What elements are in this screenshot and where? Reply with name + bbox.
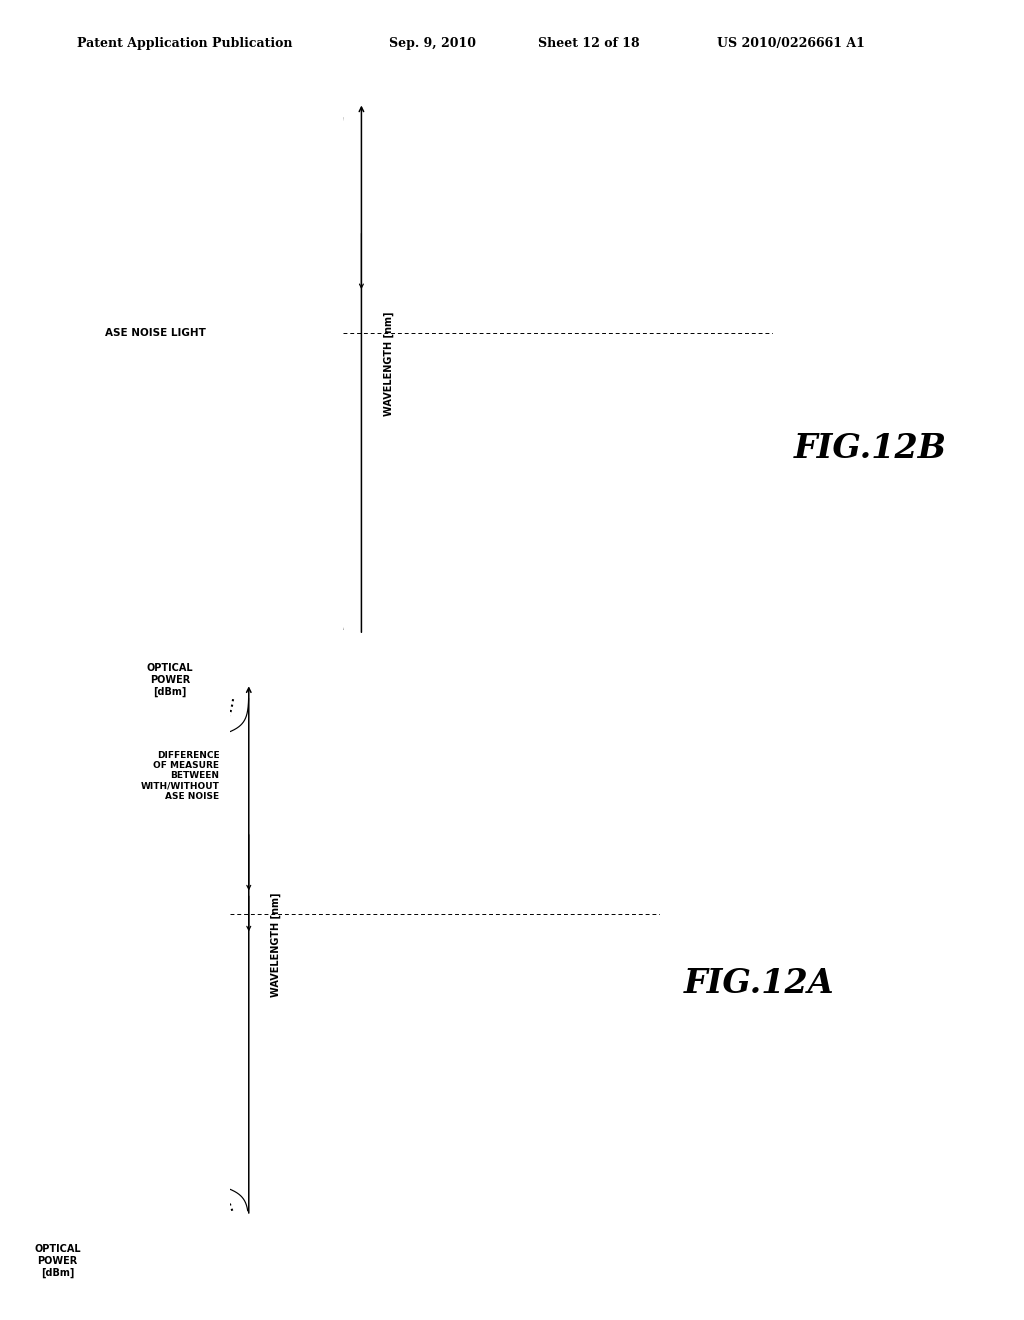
Text: OPTICAL
POWER
[dBm]: OPTICAL POWER [dBm] [147, 663, 194, 697]
Text: WAVELENGTH [nm]: WAVELENGTH [nm] [383, 312, 394, 416]
Text: US 2010/0226661 A1: US 2010/0226661 A1 [717, 37, 864, 50]
Text: FIG.12A: FIG.12A [684, 966, 835, 1001]
Text: DIFFERENCE
OF MEASURE
BETWEEN
WITH/WITHOUT
ASE NOISE: DIFFERENCE OF MEASURE BETWEEN WITH/WITHO… [140, 751, 219, 801]
Text: Patent Application Publication: Patent Application Publication [77, 37, 292, 50]
Text: Sep. 9, 2010: Sep. 9, 2010 [389, 37, 476, 50]
Text: WAVELENGTH [nm]: WAVELENGTH [nm] [270, 892, 282, 997]
FancyBboxPatch shape [10, 306, 301, 359]
Text: OPTICAL
POWER
[dBm]: OPTICAL POWER [dBm] [35, 1243, 81, 1278]
Text: FIG.12B: FIG.12B [794, 433, 946, 465]
Text: Sheet 12 of 18: Sheet 12 of 18 [538, 37, 639, 50]
Text: ASE NOISE LIGHT: ASE NOISE LIGHT [105, 327, 206, 338]
